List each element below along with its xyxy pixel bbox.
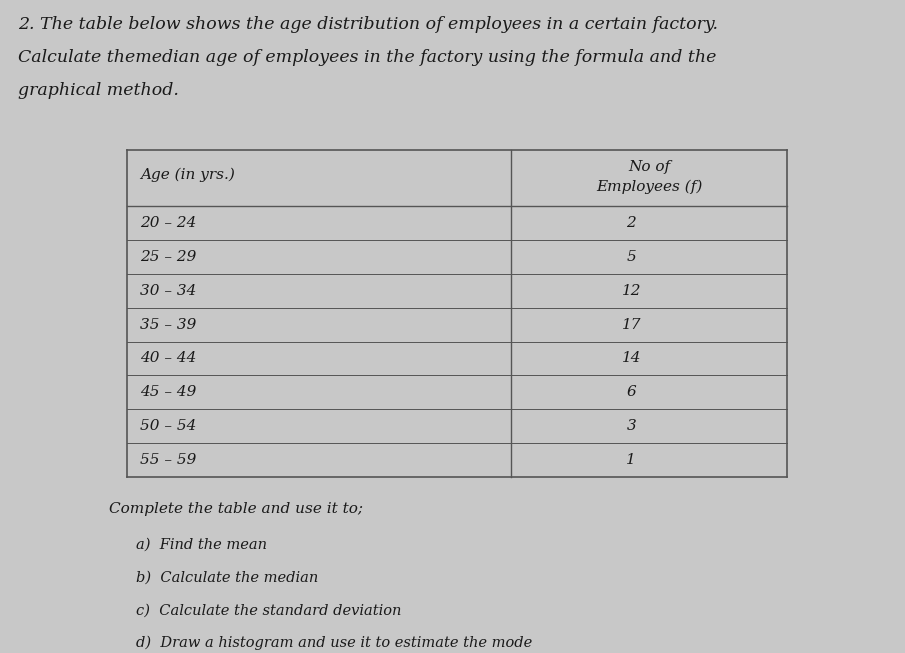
Text: 6: 6 xyxy=(626,385,636,400)
Text: a)  Find the mean: a) Find the mean xyxy=(136,538,267,552)
Text: 25 – 29: 25 – 29 xyxy=(140,249,196,264)
Text: 50 – 54: 50 – 54 xyxy=(140,419,196,434)
Text: 5: 5 xyxy=(626,249,636,264)
Text: 12: 12 xyxy=(622,283,641,298)
Text: 55 – 59: 55 – 59 xyxy=(140,453,196,468)
Text: graphical method.: graphical method. xyxy=(18,82,179,99)
Text: 2. The table below shows the age distribution of employees in a certain factory.: 2. The table below shows the age distrib… xyxy=(18,16,718,33)
Text: 40 – 44: 40 – 44 xyxy=(140,351,196,366)
Text: b)  Calculate the median: b) Calculate the median xyxy=(136,571,318,584)
Text: c)  Calculate the standard deviation: c) Calculate the standard deviation xyxy=(136,603,401,617)
Text: 45 – 49: 45 – 49 xyxy=(140,385,196,400)
Text: 14: 14 xyxy=(622,351,641,366)
Text: d)  Draw a histogram and use it to estimate the mode: d) Draw a histogram and use it to estima… xyxy=(136,636,532,650)
Text: Calculate themedian age of employees in the factory using the formula and the: Calculate themedian age of employees in … xyxy=(18,49,717,66)
Text: 1: 1 xyxy=(626,453,636,468)
Text: Complete the table and use it to;: Complete the table and use it to; xyxy=(109,502,363,516)
Text: Employees (f): Employees (f) xyxy=(596,180,702,195)
Text: 20 – 24: 20 – 24 xyxy=(140,215,196,230)
Text: 30 – 34: 30 – 34 xyxy=(140,283,196,298)
Text: 3: 3 xyxy=(626,419,636,434)
Text: No of: No of xyxy=(628,161,671,174)
Text: 35 – 39: 35 – 39 xyxy=(140,317,196,332)
Text: 17: 17 xyxy=(622,317,641,332)
Text: 2: 2 xyxy=(626,215,636,230)
Text: Age (in yrs.): Age (in yrs.) xyxy=(140,167,235,182)
